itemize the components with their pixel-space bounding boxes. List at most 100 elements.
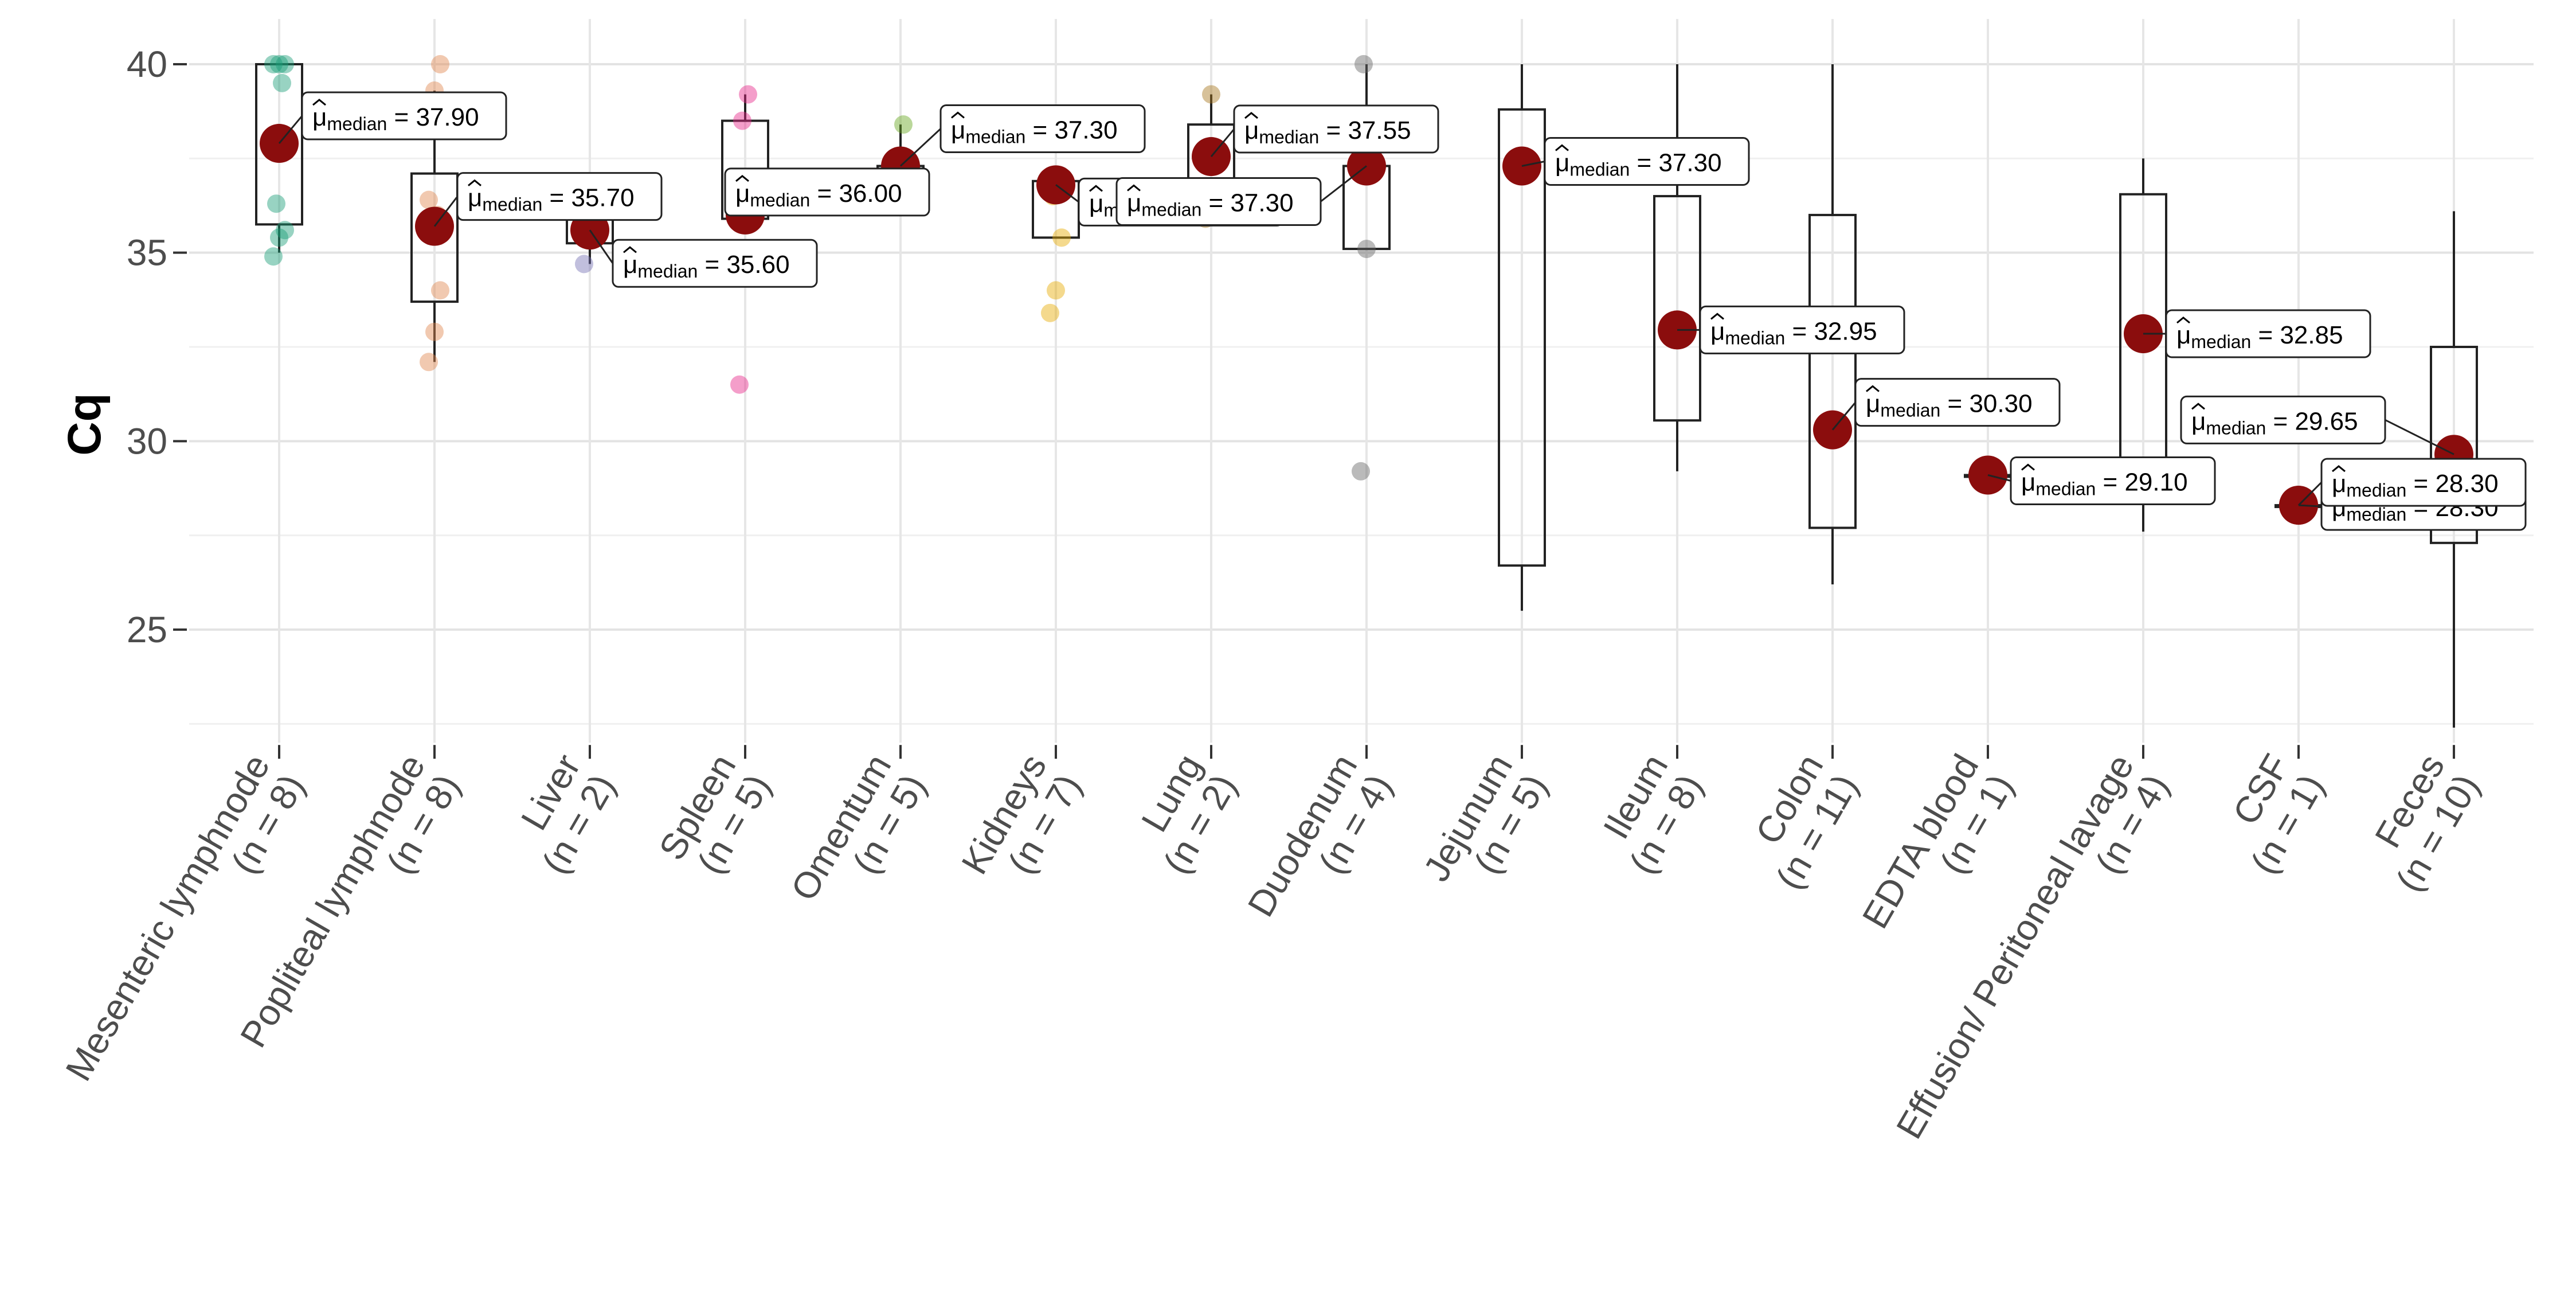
data-point — [273, 73, 291, 92]
median-label-leader — [1521, 161, 1545, 167]
median-label-leader — [433, 196, 459, 227]
median-subscript: median — [2346, 480, 2406, 501]
median-label-box — [2180, 395, 2386, 444]
median-label-text: μmedian = 37.90 — [312, 103, 479, 134]
x-tick-label-group: Spleen(n = 5) — [651, 747, 779, 881]
data-point — [739, 85, 757, 104]
x-tick-label-group: Lung(n = 2) — [1133, 747, 1244, 881]
median-label-leader — [1987, 474, 2011, 482]
median-value: = 29.10 — [2096, 468, 2187, 496]
median-value: = 30.30 — [1940, 390, 2032, 418]
median-label: μmedian = 37.30 — [1115, 165, 1367, 226]
median-label: μmedian = 37.30 — [899, 104, 1146, 167]
median-hat-mark — [1089, 185, 1103, 192]
y-tick-label: 40 — [127, 44, 167, 85]
data-point — [1354, 55, 1373, 73]
median-subscript: median — [327, 114, 387, 134]
median-label-leader — [1210, 128, 1235, 158]
data-point — [420, 190, 438, 209]
box-iqr — [255, 63, 303, 226]
median-subscript: median — [1259, 127, 1319, 147]
median-label-text: μmedian = 32.85 — [2176, 321, 2343, 352]
median-hat-mark — [951, 111, 965, 119]
median-subscript: median — [637, 261, 698, 282]
median-label-box — [2010, 456, 2216, 505]
median-label: μmedian = 28.30 — [2297, 458, 2527, 507]
median-hat-mark — [2021, 463, 2035, 471]
x-tick-label-group: Feces(n = 10) — [2367, 747, 2487, 899]
median-symbol: μ — [1089, 189, 1103, 217]
median-value: = 37.30 — [1025, 116, 1117, 144]
median-label-box — [1115, 177, 1322, 226]
median-label-text: μmedian = 35.70 — [468, 184, 635, 215]
x-tick-label-group: Kidneys(n = 7) — [953, 747, 1089, 881]
median-value: = 29.65 — [2266, 407, 2358, 435]
median-label-box — [939, 104, 1146, 153]
data-point — [575, 255, 593, 274]
median-hat-mark — [312, 99, 326, 106]
median-subscript: median — [965, 126, 1025, 147]
median-label-leader — [589, 229, 614, 264]
box-iqr — [2430, 346, 2478, 544]
median-hat-mark — [2176, 317, 2190, 324]
median-symbol: μ — [1866, 390, 1880, 418]
x-tick-label-group: Jejunum(n = 5) — [1415, 747, 1555, 888]
median-subscript: median — [1141, 199, 1201, 220]
median-subscript: median — [1880, 400, 1940, 421]
x-tick-label-group: Omentum(n = 5) — [783, 747, 934, 907]
median-label-box — [456, 172, 663, 221]
y-tick-label: 35 — [127, 232, 167, 274]
median-label-box — [301, 91, 507, 140]
data-point — [276, 55, 294, 73]
median-hat-mark — [1127, 184, 1141, 192]
median-label-leader — [1831, 401, 1857, 431]
x-tick-label-group: Duodenum(n = 4) — [1240, 747, 1400, 923]
data-point — [1352, 462, 1370, 481]
median-subscript: median — [750, 190, 810, 210]
median-label-text: μmedian = 36.00 — [735, 179, 902, 210]
median-label: μmedian = 37.90 — [278, 91, 507, 145]
median-label-box — [1544, 136, 1750, 186]
median-hat-mark — [2191, 403, 2205, 410]
median-label-text: μmedian = 30.30 — [1866, 390, 2033, 421]
median-label: μmedian = 35.70 — [433, 172, 663, 227]
data-point — [264, 247, 283, 266]
median-label-leader — [2385, 419, 2454, 455]
median-hat-mark — [735, 174, 749, 182]
median-hat-mark — [1555, 144, 1569, 151]
median-label: μmedian = 30.30 — [1831, 378, 2061, 431]
median-label-box — [1854, 378, 2061, 427]
median-value: = 32.95 — [1785, 317, 1877, 345]
median-label-text: μmedian = 29.65 — [2191, 407, 2358, 438]
median-symbol: μ — [1127, 189, 1141, 217]
x-tick-label-group: Colon(n = 11) — [1748, 747, 1866, 896]
median-label-leader — [2297, 482, 2323, 506]
x-tick-label-group: Mesenteric lymphnode(n = 8) — [57, 747, 312, 1088]
median-label: μmedian = 37.30 — [1521, 136, 1750, 186]
data-point — [1357, 240, 1376, 259]
data-point — [270, 55, 288, 73]
median-value: = 32.85 — [2251, 321, 2343, 349]
median-subscript: median — [1569, 159, 1630, 179]
median-label: μmedian = 29.10 — [1987, 456, 2216, 505]
median-symbol: μ — [1555, 149, 1569, 177]
median-value: = 35.70 — [542, 184, 634, 212]
data-point — [425, 322, 444, 341]
median-label-text: μmedian = 28.30 — [2332, 470, 2499, 501]
median-label-box — [612, 239, 818, 288]
median-value: = 35.60 — [698, 251, 789, 279]
data-point — [267, 194, 285, 213]
data-point — [1047, 281, 1065, 300]
median-label-leader — [2298, 504, 2322, 507]
median-label-leader — [1055, 184, 1079, 203]
median-hat-mark — [1866, 385, 1880, 392]
median-label: μmedian = 32.95 — [1677, 305, 1905, 354]
median-symbol: μ — [735, 179, 750, 208]
data-point — [264, 55, 283, 73]
median-subscript: median — [1725, 327, 1785, 348]
median-label: μmedian = 35.60 — [589, 229, 818, 288]
median-label-box — [2165, 309, 2371, 358]
median-value: = 37.30 — [1201, 189, 1293, 217]
median-label-box — [724, 167, 930, 217]
